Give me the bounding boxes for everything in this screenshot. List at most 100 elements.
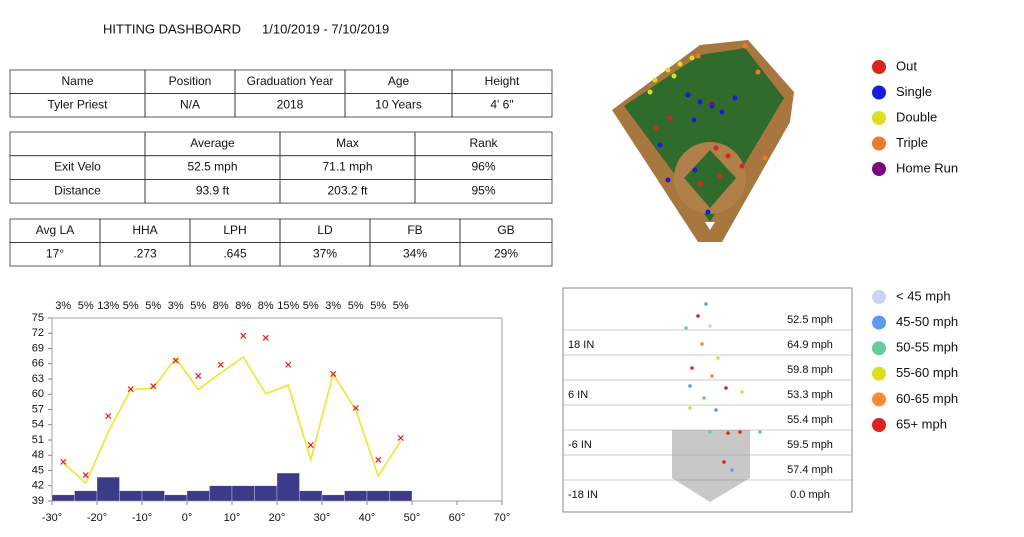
- zone-height: -6 IN: [568, 439, 592, 451]
- x-marker: [195, 372, 202, 379]
- pitch-dot: [708, 324, 712, 328]
- hit-dot: [695, 53, 701, 59]
- legend-label: < 45 mph: [896, 288, 951, 303]
- table-cell: [451, 93, 553, 118]
- y-tick-label: 66: [32, 358, 44, 370]
- x-marker: [172, 357, 179, 364]
- pitch-dot: [688, 406, 692, 410]
- bin-label: 5%: [393, 300, 409, 312]
- hit-dots: [647, 43, 768, 215]
- table-cell: [9, 131, 146, 157]
- x-tick-label: 40°: [359, 512, 376, 524]
- bin-label: 5%: [190, 300, 206, 312]
- column-header: LPH: [223, 223, 246, 237]
- legend-swatch: [872, 136, 886, 151]
- hit-dot: [653, 125, 659, 131]
- x-marker: [352, 404, 359, 411]
- hit-dot: [685, 92, 691, 98]
- table-cell-text: .645: [223, 246, 247, 260]
- x-tick-label: 30°: [314, 512, 331, 524]
- pitch-dot: [722, 460, 726, 464]
- pitch-dot: [700, 342, 704, 346]
- pitch-dot: [684, 326, 688, 330]
- bar: [231, 485, 255, 502]
- column-header: Average: [190, 136, 235, 150]
- x-tick-label: 0°: [182, 512, 193, 524]
- zone-panel: [562, 287, 853, 513]
- hit-dot: [709, 101, 715, 107]
- field: [612, 40, 794, 242]
- table-cell-text: 10 Years: [375, 97, 422, 111]
- bar: [164, 494, 188, 502]
- table-cell-text: 2018: [277, 97, 304, 111]
- bar: [51, 494, 75, 502]
- table-cell-text: 17°: [46, 246, 64, 260]
- zone-speed: 64.9 mph: [787, 339, 833, 351]
- bar: [299, 490, 323, 502]
- bin-label: 5%: [370, 300, 386, 312]
- bar: [276, 472, 300, 502]
- zone-height: 18 IN: [568, 339, 594, 351]
- legend-swatch: [872, 85, 886, 100]
- legend-swatch: [872, 60, 886, 74]
- hit-dot: [719, 109, 725, 115]
- bar: [366, 490, 390, 502]
- legend-label: 55-60 mph: [896, 365, 958, 380]
- column-header: Avg LA: [36, 223, 74, 237]
- bar: [344, 490, 368, 502]
- bin-label: 5%: [303, 300, 319, 312]
- hit-dot: [647, 89, 653, 95]
- column-header: HHA: [132, 223, 157, 237]
- table-cell-text: N/A: [180, 97, 200, 111]
- x-marker: [82, 472, 89, 479]
- pitch-dot: [696, 314, 700, 318]
- x-tick-label: -10°: [132, 512, 152, 524]
- x-marker: [127, 386, 134, 393]
- bar: [389, 490, 413, 502]
- x-tick-label: 50°: [404, 512, 421, 524]
- table-cell-text: 71.1 mph: [322, 160, 372, 174]
- legend-swatch: [872, 162, 886, 176]
- table-cell-text: 96%: [471, 160, 495, 174]
- pitch-dot: [704, 302, 708, 306]
- zone-speed: 52.5 mph: [787, 314, 833, 326]
- bin-label: 8%: [258, 300, 274, 312]
- bin-label: 5%: [348, 300, 364, 312]
- bin-label: 8%: [235, 300, 251, 312]
- row-header: Exit Velo: [54, 160, 101, 174]
- x-marker: [307, 442, 314, 449]
- pitch-dot: [740, 390, 744, 394]
- bin-label: 8%: [213, 300, 229, 312]
- y-tick-label: 39: [32, 495, 44, 507]
- zone-speed: 0.0 mph: [790, 489, 830, 501]
- bar: [321, 494, 345, 502]
- zone-speed: 59.8 mph: [787, 364, 833, 376]
- hit-dot: [725, 153, 731, 159]
- field-grass: [624, 48, 784, 222]
- table-cell-text: 95%: [471, 183, 495, 197]
- y-tick-label: 51: [32, 434, 44, 446]
- hit-dot: [705, 209, 711, 215]
- table-cell: [459, 242, 553, 267]
- pitch-dot: [702, 396, 706, 400]
- zone-speed: 53.3 mph: [787, 389, 833, 401]
- column-header: Name: [61, 74, 93, 88]
- bar: [209, 485, 233, 502]
- pitch-dot: [738, 430, 742, 434]
- hit-dot: [739, 163, 745, 169]
- x-tick-label: 10°: [224, 512, 241, 524]
- legend-label: 45-50 mph: [896, 314, 958, 329]
- column-header: Height: [485, 74, 520, 88]
- table-cell-text: .273: [133, 246, 157, 260]
- zone-height: 6 IN: [568, 389, 588, 401]
- column-header: GB: [497, 223, 514, 237]
- legend-swatch: [872, 366, 886, 381]
- hit-dot: [697, 99, 703, 105]
- x-marker: [285, 361, 292, 368]
- legend-swatch: [872, 392, 886, 407]
- legend-swatch: [872, 341, 886, 356]
- bar: [119, 490, 143, 502]
- pitch-dot: [710, 374, 714, 378]
- zone-speed: 59.5 mph: [787, 439, 833, 451]
